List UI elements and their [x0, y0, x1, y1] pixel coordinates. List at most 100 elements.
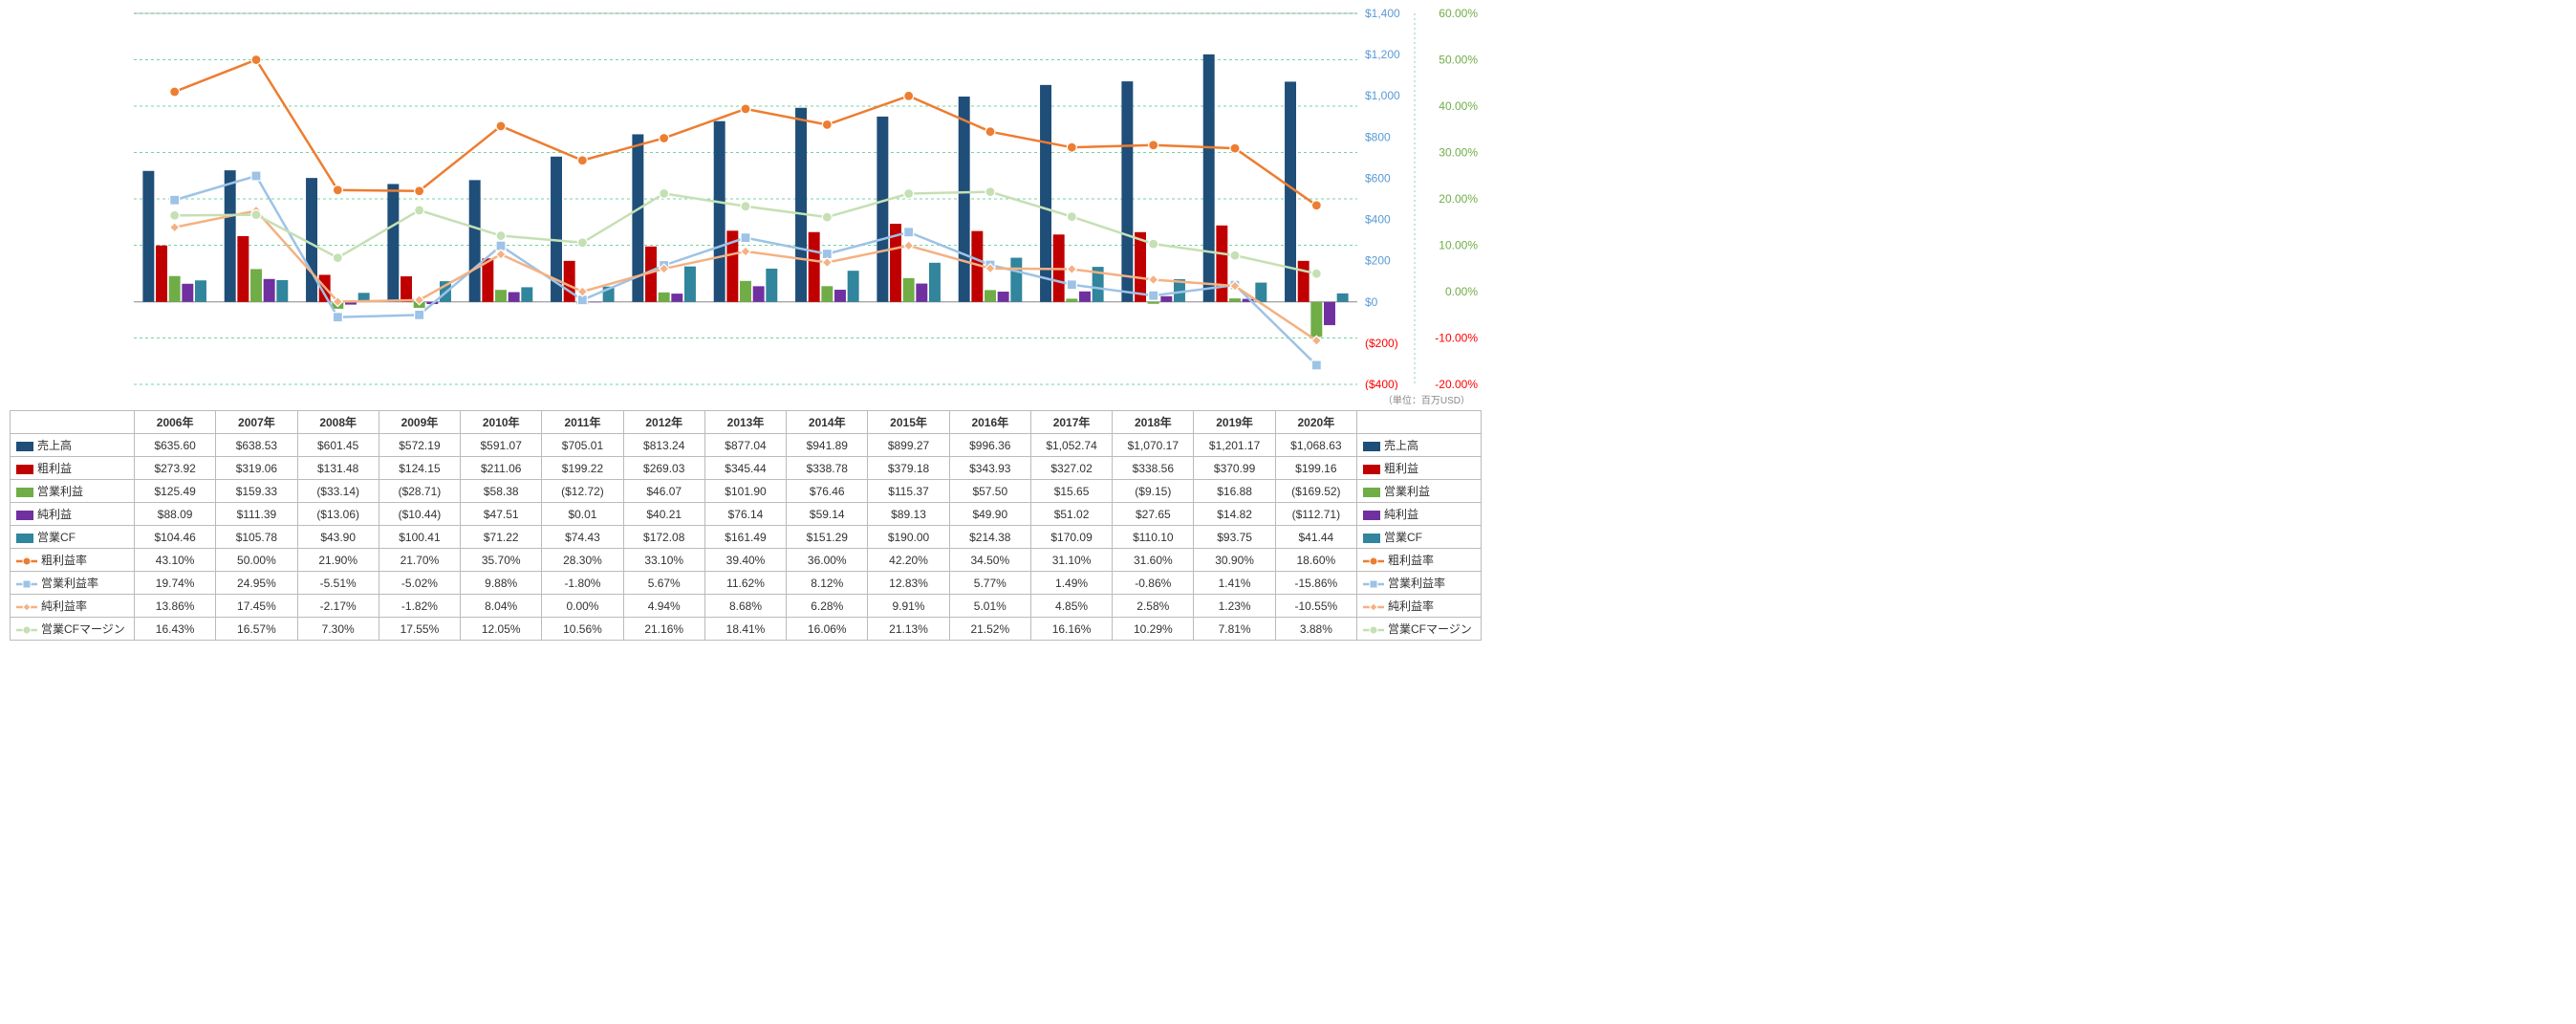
svg-text:($200): ($200) — [1365, 337, 1398, 350]
bar-sales — [387, 184, 399, 301]
cell: ($112.71) — [1275, 503, 1356, 526]
bar-netinc — [916, 284, 927, 302]
cell: $319.06 — [216, 457, 297, 480]
cell: 28.30% — [542, 549, 623, 572]
cell: $345.44 — [704, 457, 786, 480]
bar-netinc — [264, 279, 275, 302]
cell: $43.90 — [297, 526, 379, 549]
table-row: 営業利益率19.74%24.95%-5.51%-5.02%9.88%-1.80%… — [11, 572, 1482, 595]
bar-opcf — [195, 280, 206, 302]
cell: $105.78 — [216, 526, 297, 549]
table-row: 粗利益率43.10%50.00%21.90%21.70%35.70%28.30%… — [11, 549, 1482, 572]
year-header: 2008年 — [297, 411, 379, 434]
bar-sales — [959, 97, 970, 302]
cell: 4.94% — [623, 595, 704, 618]
cell: 1.41% — [1194, 572, 1275, 595]
cell: ($13.06) — [297, 503, 379, 526]
svg-text:0.00%: 0.00% — [1445, 285, 1478, 298]
legend-gross: 粗利益 — [1357, 457, 1482, 480]
line-gross_m — [175, 60, 1317, 206]
bar-opcf — [684, 267, 696, 302]
bar-netinc — [590, 302, 601, 303]
svg-text:50.00%: 50.00% — [1439, 54, 1478, 67]
cell: $601.45 — [297, 434, 379, 457]
cell: 5.01% — [949, 595, 1030, 618]
cell: $199.16 — [1275, 457, 1356, 480]
cell: 30.90% — [1194, 549, 1275, 572]
cell: $14.82 — [1194, 503, 1275, 526]
svg-text:$1,200: $1,200 — [1365, 48, 1400, 61]
cell: $273.92 — [135, 457, 216, 480]
cell: $327.02 — [1030, 457, 1112, 480]
cell: $110.10 — [1113, 526, 1194, 549]
cell: $51.02 — [1030, 503, 1112, 526]
cell: $269.03 — [623, 457, 704, 480]
bar-opcf — [929, 263, 941, 302]
cell: 8.68% — [704, 595, 786, 618]
cell: -0.86% — [1113, 572, 1194, 595]
bar-sales — [795, 108, 807, 302]
cell: -10.55% — [1275, 595, 1356, 618]
cell: 12.83% — [868, 572, 949, 595]
year-header: 2017年 — [1030, 411, 1112, 434]
table-corner — [11, 411, 135, 434]
cell: -1.82% — [379, 595, 460, 618]
row-label-gross: 粗利益 — [11, 457, 135, 480]
cell: 21.90% — [297, 549, 379, 572]
svg-text:$1,400: $1,400 — [1365, 8, 1400, 20]
cell: ($9.15) — [1113, 480, 1194, 503]
svg-text:40.00%: 40.00% — [1439, 99, 1478, 113]
cell: -15.86% — [1275, 572, 1356, 595]
year-header: 2011年 — [542, 411, 623, 434]
cell: $58.38 — [461, 480, 542, 503]
year-header: 2012年 — [623, 411, 704, 434]
cell: $1,068.63 — [1275, 434, 1356, 457]
table-row: 純利益率13.86%17.45%-2.17%-1.82%8.04%0.00%4.… — [11, 595, 1482, 618]
cell: 0.00% — [542, 595, 623, 618]
bar-sales — [225, 170, 236, 302]
cell: 39.40% — [704, 549, 786, 572]
cell: $877.04 — [704, 434, 786, 457]
bar-gross — [1135, 232, 1146, 302]
cell: $104.46 — [135, 526, 216, 549]
cell: $705.01 — [542, 434, 623, 457]
svg-text:($400): ($400) — [1365, 378, 1398, 390]
cell: $125.49 — [135, 480, 216, 503]
svg-text:-20.00%: -20.00% — [1435, 378, 1478, 390]
cell: $1,052.74 — [1030, 434, 1112, 457]
bar-netinc — [834, 290, 846, 302]
bar-gross — [809, 232, 820, 302]
cell: $161.49 — [704, 526, 786, 549]
table-row: 純利益$88.09$111.39($13.06)($10.44)$47.51$0… — [11, 503, 1482, 526]
cell: $0.01 — [542, 503, 623, 526]
cell: 35.70% — [461, 549, 542, 572]
svg-text:$400: $400 — [1365, 213, 1391, 227]
cell: 5.77% — [949, 572, 1030, 595]
row-label-gross_m: 粗利益率 — [11, 549, 135, 572]
cell: $572.19 — [379, 434, 460, 457]
legend-net_m: 純利益率 — [1357, 595, 1482, 618]
table-row: 営業CFマージン16.43%16.57%7.30%17.55%12.05%10.… — [11, 618, 1482, 641]
bar-sales — [877, 117, 888, 302]
bar-opinc — [985, 290, 996, 301]
cell: $635.60 — [135, 434, 216, 457]
bar-sales — [142, 171, 154, 302]
cell: $370.99 — [1194, 457, 1275, 480]
cell: ($169.52) — [1275, 480, 1356, 503]
cell: -2.17% — [297, 595, 379, 618]
year-header: 2010年 — [461, 411, 542, 434]
svg-text:30.00%: 30.00% — [1439, 146, 1478, 160]
cell: 21.70% — [379, 549, 460, 572]
year-header: 2020年 — [1275, 411, 1356, 434]
cell: ($28.71) — [379, 480, 460, 503]
cell: 1.49% — [1030, 572, 1112, 595]
bar-opinc — [1229, 298, 1241, 302]
cell: $151.29 — [787, 526, 868, 549]
row-label-sales: 売上高 — [11, 434, 135, 457]
cell: 36.00% — [787, 549, 868, 572]
bar-opinc — [659, 293, 670, 302]
row-label-cf_m: 営業CFマージン — [11, 618, 135, 641]
bar-opinc — [821, 286, 833, 301]
cell: 21.16% — [623, 618, 704, 641]
cell: $1,201.17 — [1194, 434, 1275, 457]
